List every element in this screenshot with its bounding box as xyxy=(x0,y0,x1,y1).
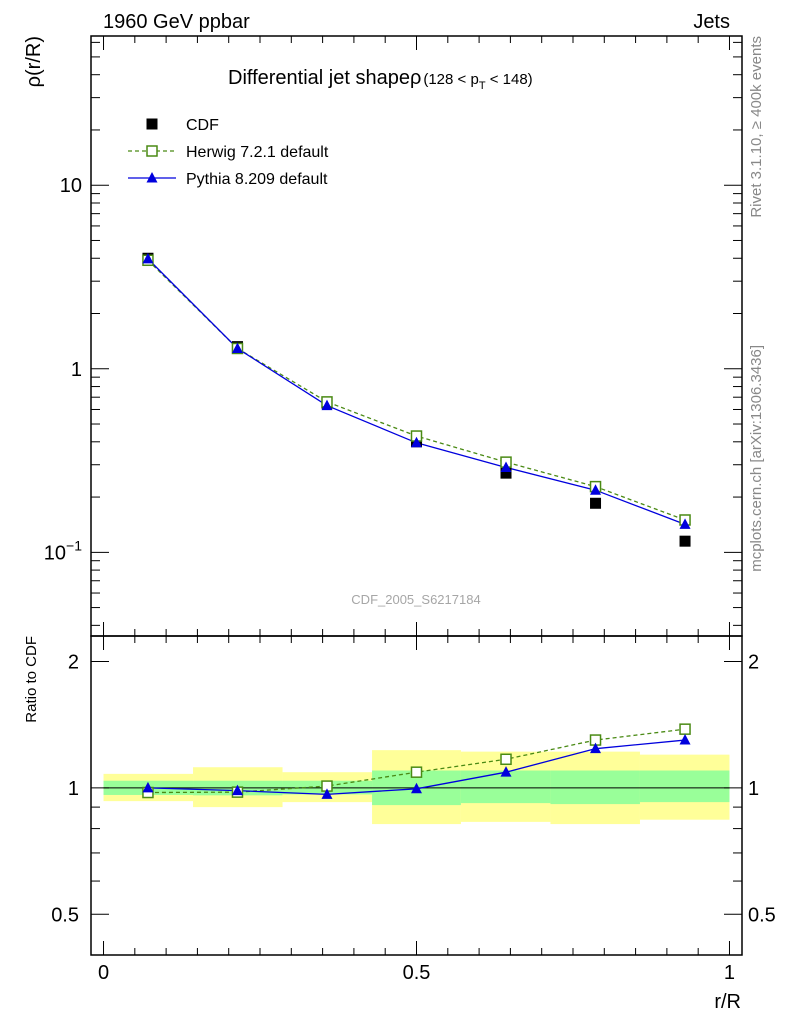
main-series-2-point-0 xyxy=(142,252,154,264)
ratio-series-0-point-4 xyxy=(500,753,512,766)
x-axis-label: r/R xyxy=(714,991,741,1013)
y-tick-exp-0: −1 xyxy=(66,537,82,553)
title-sub-T: T xyxy=(479,80,486,92)
main-series-2-point-1 xyxy=(231,342,243,353)
mcplots-label: mcplots.cern.ch [arXiv:1306.3436] xyxy=(748,345,765,572)
ratio-series-1-point-5 xyxy=(590,742,602,754)
main-series-2-point-2 xyxy=(321,399,333,411)
y-tick-label-main-1: 1 xyxy=(71,359,82,381)
ratio-series-1-point-1 xyxy=(231,784,243,796)
ratio-series-1-point-0 xyxy=(142,781,154,793)
ratio-plot-panel: 0.5 0.5 1 1 2 2 0 0.5 1 xyxy=(51,635,776,984)
main-series-0-point-4 xyxy=(500,467,512,479)
main-series-0-point-6 xyxy=(679,535,691,547)
ratio-y-tick-label-right-2: 2 xyxy=(748,651,759,673)
y-axis-label-main: ρ(r/R) xyxy=(23,36,45,87)
ratio-series-0-point-6 xyxy=(679,723,691,735)
legend-marker-2 xyxy=(146,172,158,183)
uncertainty-band-inner-6 xyxy=(639,770,730,803)
title-main: Differential jet shapeρ xyxy=(228,67,421,89)
legend-label-1: Herwig 7.2.1 default xyxy=(186,144,329,161)
ratio-series-1-point-4 xyxy=(500,766,512,777)
rivet-label: Rivet 3.1.10, ≥ 400k events xyxy=(748,36,765,218)
legend-marker-0 xyxy=(146,118,158,130)
main-title: Differential jet shapeρ (128 < pT < 148) xyxy=(228,67,533,92)
legend-label-2: Pythia 8.209 default xyxy=(186,171,328,188)
ratio-series-1-point-3 xyxy=(411,782,422,794)
main-series-line-2 xyxy=(147,258,686,525)
y-axis-label-ratio: Ratio to CDF xyxy=(23,636,40,723)
ratio-series-1-point-6 xyxy=(679,734,691,745)
main-series-2-point-3 xyxy=(411,436,422,448)
y-tick-base-0: 10 xyxy=(44,542,66,564)
ratio-y-tick-label-left-0: 0.5 xyxy=(51,904,79,926)
ratio-y-tick-label-right-1: 1 xyxy=(748,778,759,800)
header-right: Jets xyxy=(693,11,730,33)
main-series-2-point-4 xyxy=(500,461,512,472)
svg-text:Differential jet shapeρ(128 <: Differential jet shapeρ (128 < pT < 148) xyxy=(228,67,533,92)
legend-label-0: CDF xyxy=(186,117,219,134)
ratio-series-0-point-3 xyxy=(410,766,423,778)
main-series-line-1 xyxy=(147,259,686,521)
analysis-watermark: CDF_2005_S6217184 xyxy=(351,592,480,607)
ratio-y-tick-label-left-2: 2 xyxy=(68,651,79,673)
x-tick-label-1: 0.5 xyxy=(403,962,431,984)
main-series-2-point-6 xyxy=(679,518,691,529)
main-series-0-point-5 xyxy=(590,497,602,509)
x-tick-label-2: 1 xyxy=(724,962,735,984)
x-tick-label-0: 0 xyxy=(98,962,109,984)
ratio-y-tick-label-left-1: 1 xyxy=(68,778,79,800)
title-sub-end: < 148) xyxy=(486,71,533,88)
ratio-series-1-point-2 xyxy=(321,788,333,799)
main-series-2-point-5 xyxy=(590,484,602,495)
y-tick-label-main-2: 10 xyxy=(60,175,82,197)
y-tick-label-main-0: 10−1 xyxy=(44,537,82,564)
title-sub: (128 < p xyxy=(423,71,478,88)
header-left: 1960 GeV ppbar xyxy=(103,11,250,33)
legend: CDF Herwig 7.2.1 default Pythia 8.209 defa… xyxy=(128,117,329,188)
ratio-y-tick-label-right-0: 0.5 xyxy=(748,904,776,926)
uncertainty-band-inner-5 xyxy=(550,770,640,805)
legend-marker-1 xyxy=(146,145,158,157)
